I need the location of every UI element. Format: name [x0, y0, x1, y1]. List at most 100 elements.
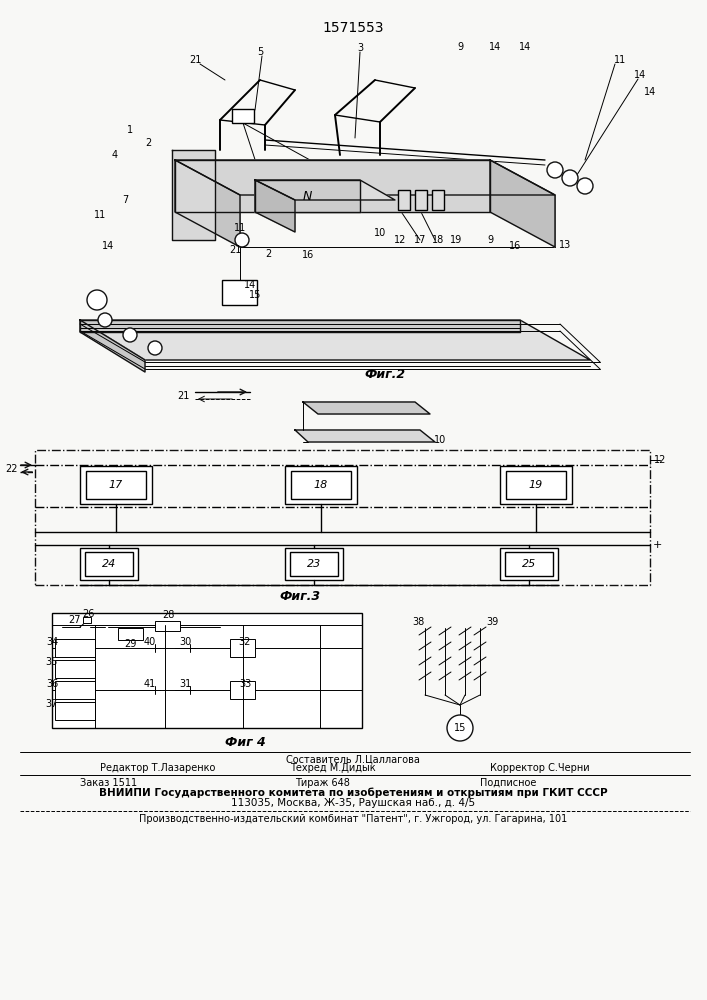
- Polygon shape: [80, 320, 590, 360]
- Bar: [290, 552, 338, 576]
- Text: 24: 24: [102, 559, 116, 569]
- Text: 29: 29: [124, 639, 136, 649]
- Text: 41: 41: [144, 679, 156, 689]
- Text: 21: 21: [189, 55, 201, 65]
- Text: 14: 14: [244, 280, 256, 290]
- Circle shape: [447, 715, 473, 741]
- Text: Фиг.2: Фиг.2: [364, 368, 406, 381]
- Text: 21: 21: [229, 245, 241, 255]
- Text: Производственно-издательский комбинат "Патент", г. Ужгород, ул. Гагарина, 101: Производственно-издательский комбинат "П…: [139, 814, 567, 824]
- Bar: [155, 621, 180, 631]
- Text: 35: 35: [46, 657, 58, 667]
- Polygon shape: [80, 320, 520, 332]
- Text: Тираж 648: Тираж 648: [295, 778, 350, 788]
- Bar: [55, 702, 95, 720]
- Bar: [35, 450, 650, 585]
- Bar: [291, 471, 351, 499]
- Text: 32: 32: [239, 637, 251, 647]
- Text: 15: 15: [249, 290, 261, 300]
- Bar: [506, 471, 566, 499]
- Bar: [285, 548, 343, 580]
- Text: 26: 26: [82, 609, 94, 619]
- Text: 18: 18: [314, 480, 328, 490]
- Text: 17: 17: [414, 235, 426, 245]
- Text: 7: 7: [122, 195, 128, 205]
- Bar: [415, 190, 427, 210]
- Bar: [500, 466, 572, 504]
- Bar: [505, 552, 553, 576]
- Bar: [230, 639, 255, 657]
- Bar: [285, 466, 357, 504]
- Text: 16: 16: [509, 241, 521, 251]
- Polygon shape: [295, 430, 435, 442]
- Circle shape: [123, 328, 137, 342]
- Bar: [55, 639, 95, 657]
- Text: 2: 2: [145, 138, 151, 148]
- Text: Редактор Т.Лазаренко: Редактор Т.Лазаренко: [100, 763, 216, 773]
- Text: 27: 27: [69, 615, 81, 625]
- Text: N: N: [303, 190, 312, 202]
- Text: 40: 40: [144, 637, 156, 647]
- Circle shape: [148, 341, 162, 355]
- Polygon shape: [490, 160, 555, 247]
- Bar: [80, 466, 152, 504]
- Text: 9: 9: [457, 42, 463, 52]
- Polygon shape: [255, 180, 295, 232]
- Text: 9: 9: [487, 235, 493, 245]
- Text: 25: 25: [522, 559, 536, 569]
- Polygon shape: [175, 160, 555, 195]
- Text: 19: 19: [529, 480, 543, 490]
- Text: Фиг.3: Фиг.3: [279, 589, 320, 602]
- Bar: [118, 628, 143, 640]
- Text: 14: 14: [489, 42, 501, 52]
- Bar: [83, 617, 91, 623]
- Text: 5: 5: [257, 47, 263, 57]
- Circle shape: [562, 170, 578, 186]
- Text: 23: 23: [307, 559, 321, 569]
- Text: 13: 13: [559, 240, 571, 250]
- Bar: [55, 660, 95, 678]
- Bar: [398, 190, 410, 210]
- Text: 10: 10: [374, 228, 386, 238]
- Text: 12: 12: [654, 455, 666, 465]
- Text: Подписное: Подписное: [480, 778, 537, 788]
- Text: +: +: [653, 540, 662, 550]
- Text: 11: 11: [234, 223, 246, 233]
- Text: 11: 11: [94, 210, 106, 220]
- Circle shape: [577, 178, 593, 194]
- Polygon shape: [255, 180, 360, 212]
- Text: 18: 18: [432, 235, 444, 245]
- Bar: [86, 471, 146, 499]
- Text: 1571553: 1571553: [322, 21, 384, 35]
- Bar: [432, 190, 444, 210]
- Text: 14: 14: [102, 241, 114, 251]
- Bar: [230, 681, 255, 699]
- Text: Составитель Л.Цаллагова: Составитель Л.Цаллагова: [286, 754, 420, 764]
- Bar: [85, 552, 133, 576]
- Text: 17: 17: [109, 480, 123, 490]
- Text: Техред М.Дидык: Техред М.Дидык: [290, 763, 375, 773]
- Text: Фиг 4: Фиг 4: [225, 736, 265, 748]
- Text: 33: 33: [239, 679, 251, 689]
- Circle shape: [235, 233, 249, 247]
- Text: 10: 10: [434, 435, 446, 445]
- Bar: [232, 109, 254, 123]
- Text: 15: 15: [454, 723, 466, 733]
- Text: 14: 14: [644, 87, 656, 97]
- Text: 19: 19: [450, 235, 462, 245]
- Text: Заказ 1511: Заказ 1511: [80, 778, 137, 788]
- Bar: [52, 613, 362, 728]
- Text: 14: 14: [519, 42, 531, 52]
- Bar: [500, 548, 558, 580]
- Text: 22: 22: [6, 464, 18, 474]
- Text: 1: 1: [127, 125, 133, 135]
- Text: 113035, Москва, Ж-35, Раушская наб., д. 4/5: 113035, Москва, Ж-35, Раушская наб., д. …: [231, 798, 475, 808]
- Text: 36: 36: [46, 679, 58, 689]
- Text: ВНИИПИ Государственного комитета по изобретениям и открытиям при ГКИТ СССР: ВНИИПИ Государственного комитета по изоб…: [99, 788, 607, 798]
- Text: 16: 16: [302, 250, 314, 260]
- Text: 31: 31: [179, 679, 191, 689]
- Polygon shape: [175, 160, 240, 247]
- Bar: [55, 681, 95, 699]
- Polygon shape: [80, 320, 145, 372]
- Text: Корректор С.Черни: Корректор С.Черни: [490, 763, 590, 773]
